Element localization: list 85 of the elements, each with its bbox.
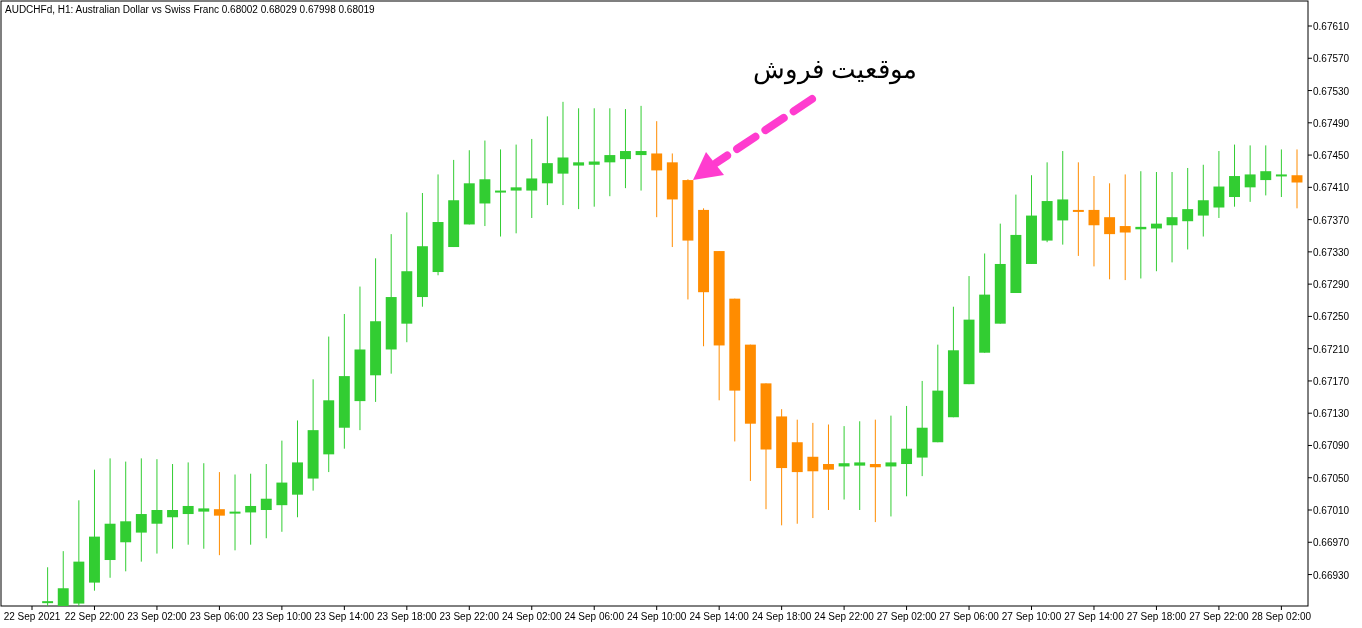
y-tick-label: 0.67450: [1313, 150, 1350, 162]
candlestick: [588, 107, 600, 208]
candlestick: [604, 107, 616, 197]
candlestick: [42, 566, 54, 606]
candlestick: [869, 419, 881, 523]
candlestick: [541, 115, 553, 206]
x-tick-label: 22 Sep 22:00: [64, 611, 125, 622]
candlestick: [1275, 148, 1287, 198]
candlestick: [1104, 182, 1116, 280]
candlestick: [57, 550, 69, 606]
candlestick: [245, 473, 257, 546]
candlestick: [1260, 144, 1272, 196]
y-tick-label: 0.67130: [1313, 408, 1350, 420]
x-tick-label: 23 Sep 02:00: [127, 611, 188, 622]
candlestick: [135, 457, 147, 563]
y-tick-label: 0.67490: [1313, 117, 1350, 129]
candlestick: [1229, 144, 1240, 208]
x-tick-label: 24 Sep 18:00: [751, 611, 812, 622]
candlestick: [901, 405, 913, 497]
candlestick: [260, 463, 272, 539]
x-tick-label: 24 Sep 10:00: [626, 611, 687, 622]
candlestick: [198, 462, 210, 550]
candlestick: [120, 461, 132, 572]
candlestick: [167, 463, 179, 550]
y-tick-label: 0.67570: [1313, 53, 1350, 65]
y-tick-label: 0.67530: [1313, 85, 1350, 97]
y-tick-label: 0.67010: [1313, 505, 1350, 517]
x-tick-label: 27 Sep 10:00: [1001, 611, 1062, 622]
x-tick-label: 23 Sep 18:00: [377, 611, 437, 622]
y-tick-label: 0.67210: [1313, 343, 1350, 355]
candlestick: [807, 422, 819, 519]
x-tick-label: 28 Sep 02:00: [1251, 611, 1312, 622]
candlestick: [1057, 150, 1069, 246]
x-tick-label: 27 Sep 22:00: [1189, 611, 1250, 622]
candlestick: [1213, 150, 1225, 219]
candlestick: [838, 425, 850, 501]
candlestick: [885, 415, 897, 517]
candlestick: [1182, 167, 1194, 250]
candlestick: [151, 458, 163, 555]
candlestick: [1166, 171, 1178, 263]
y-tick-label: 0.67050: [1313, 472, 1350, 484]
x-tick-label: 22 Sep 2021: [3, 611, 61, 622]
x-tick-label: 23 Sep 22:00: [439, 611, 500, 622]
candlestick: [635, 105, 647, 192]
candlestick: [276, 440, 288, 533]
y-tick-label: 0.67410: [1313, 182, 1350, 194]
x-tick-label: 23 Sep 14:00: [314, 611, 375, 622]
x-tick-label: 27 Sep 02:00: [876, 611, 937, 622]
x-tick-label: 23 Sep 06:00: [189, 611, 250, 622]
y-tick-label: 0.67610: [1313, 21, 1350, 33]
candlestick: [823, 424, 834, 511]
candlestick: [526, 138, 538, 219]
candlestick: [1072, 161, 1084, 257]
x-tick-label: 24 Sep 06:00: [564, 611, 625, 622]
x-tick-label: 24 Sep 02:00: [502, 611, 562, 622]
x-tick-label: 24 Sep 14:00: [689, 611, 750, 622]
candlestick: [1119, 173, 1131, 281]
candlestick: [510, 144, 522, 234]
candlestick: [651, 120, 663, 218]
x-tick-label: 24 Sep 22:00: [814, 611, 875, 622]
x-tick-label: 23 Sep 10:00: [252, 611, 313, 622]
chart-title: AUDCHFd, H1: Australian Dollar vs Swiss Franc 0.68002 0.68029 0.67998 0.68019: [5, 4, 376, 15]
candlestick: [229, 474, 241, 551]
y-tick-label: 0.67330: [1313, 246, 1350, 258]
candlestick: [573, 107, 585, 210]
y-tick-label: 0.67290: [1313, 279, 1350, 291]
candlestick: [1197, 164, 1209, 238]
y-tick-label: 0.67170: [1313, 375, 1350, 387]
y-tick-label: 0.67090: [1313, 440, 1350, 452]
y-tick-label: 0.66930: [1313, 569, 1350, 581]
candlestick: [557, 101, 569, 206]
candlestick: [182, 461, 194, 546]
x-tick-label: 27 Sep 06:00: [939, 611, 1000, 622]
candlestick: [619, 108, 631, 189]
x-tick-label: 27 Sep 14:00: [1064, 611, 1125, 622]
candlestick: [1244, 144, 1256, 203]
candlestick: [495, 148, 506, 238]
candlestick: [854, 420, 866, 511]
y-tick-label: 0.67250: [1313, 311, 1350, 323]
y-tick-label: 0.66970: [1313, 537, 1350, 549]
annotation: موقعیت فروش: [752, 54, 918, 85]
candlestick: [1291, 148, 1303, 209]
y-tick-label: 0.67370: [1313, 214, 1350, 226]
candlestick: [213, 471, 225, 556]
x-tick-label: 27 Sep 18:00: [1126, 611, 1187, 622]
